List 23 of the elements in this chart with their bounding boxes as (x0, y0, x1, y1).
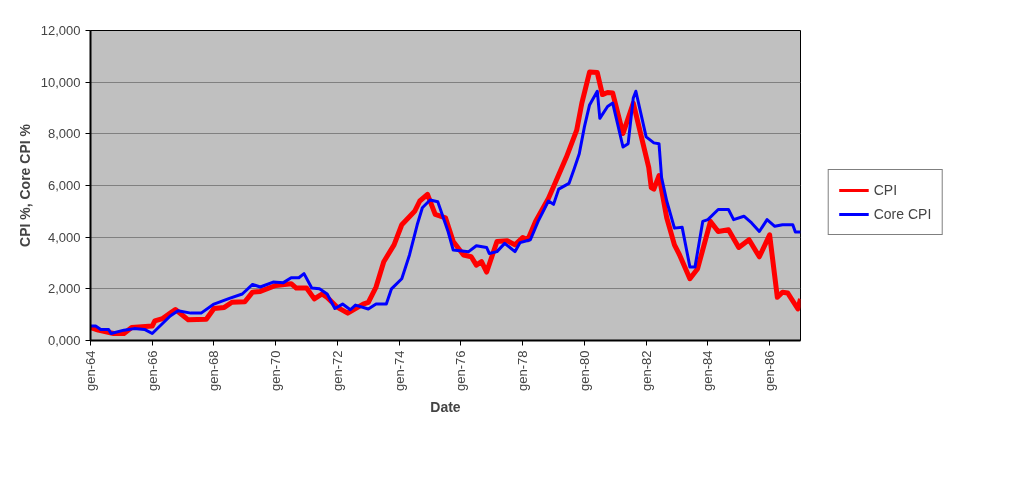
x-tick-label: gen-64 (83, 350, 98, 391)
x-tick-label: gen-76 (453, 350, 469, 391)
y-tick-label: 6,000 (47, 178, 81, 193)
x-tick-label: gen-72 (329, 350, 345, 391)
y-tick-label: 2,000 (47, 281, 81, 297)
legend-label: CPI (873, 181, 898, 198)
x-tick-label: gen-70 (268, 350, 284, 391)
x-tick-label: gen-82 (638, 350, 654, 391)
x-axis-title: Date (430, 398, 461, 415)
x-tick-label: gen-78 (515, 350, 531, 391)
x-tick-label: gen-86 (762, 350, 778, 391)
x-tick-label: gen-80 (576, 350, 592, 391)
y-tick-label: 0,000 (47, 333, 81, 348)
y-tick-label: 10,000 (40, 74, 81, 90)
legend-label: Core CPI (873, 205, 932, 222)
x-tick-label: gen-68 (206, 350, 222, 391)
x-tick-label: gen-74 (391, 350, 407, 391)
x-tick-label: gen-66 (144, 350, 160, 391)
y-tick-label: 4,000 (47, 229, 81, 245)
y-tick-label: 8,000 (47, 126, 81, 142)
y-tick-label: 12,000 (40, 23, 81, 38)
x-tick-label: gen-84 (700, 350, 716, 391)
y-axis-title: CPI %, Core CPI % (16, 123, 33, 247)
